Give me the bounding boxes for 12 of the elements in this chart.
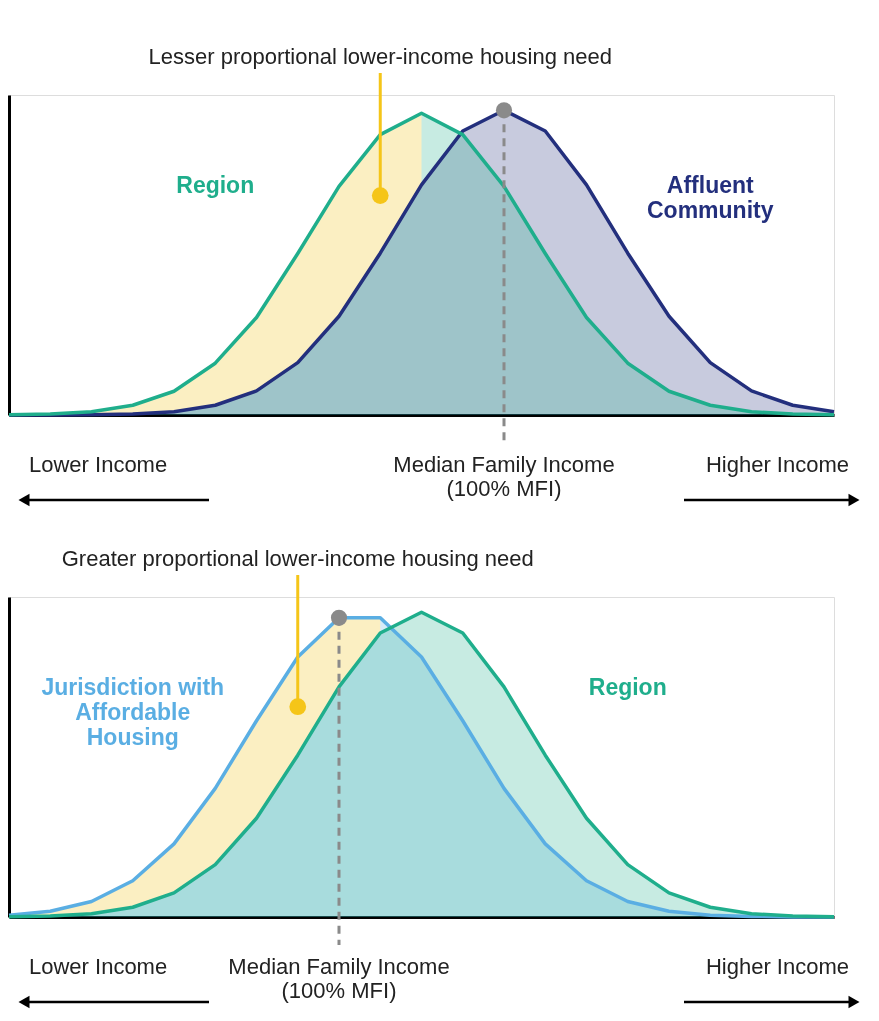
- text: Median Family Income (100% MFI): [228, 954, 450, 1003]
- text: Lower Income: [29, 452, 168, 477]
- text: Median Family Income (100% MFI): [393, 452, 615, 501]
- text: Higher Income: [705, 954, 849, 979]
- text: Lower Income: [29, 954, 168, 979]
- text: Region: [588, 674, 667, 701]
- series-label: Jurisdiction with Affordable Housing: [41, 674, 225, 751]
- annotation: Greater proportional lower-income housing need: [61, 546, 534, 571]
- annotation: Lesser proportional lower-income housing need: [148, 44, 612, 69]
- text: Region: [176, 172, 255, 199]
- series-label: Affluent Community: [647, 172, 774, 224]
- text: Higher Income: [705, 452, 849, 477]
